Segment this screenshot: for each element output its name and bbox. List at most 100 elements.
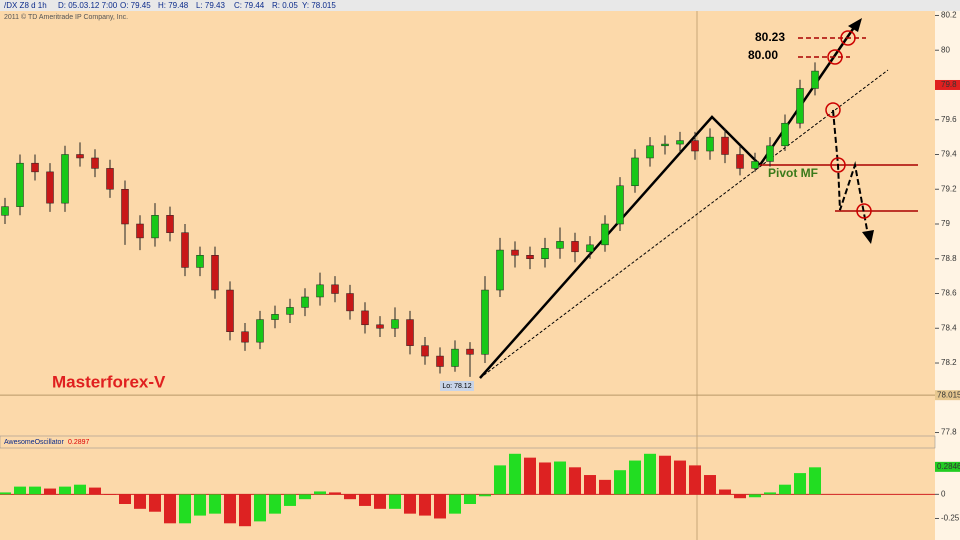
y-tick-label: 77.8: [941, 428, 957, 437]
candle-body: [766, 145, 774, 162]
oscillator-bar: [74, 484, 86, 495]
y-tick-label: 79.6: [941, 115, 957, 124]
indicator-value: 0.2897: [68, 439, 90, 446]
candle-body: [241, 331, 249, 343]
oscillator-bar: [359, 494, 371, 506]
range: R: 0.05: [272, 1, 298, 10]
oscillator-bar: [284, 494, 296, 506]
oscillator-bar: [794, 473, 806, 495]
candle-body: [586, 244, 594, 253]
oscillator-bar: [524, 457, 536, 495]
oscillator-bar: [584, 475, 596, 495]
candle-body: [556, 241, 564, 249]
oscillator-bar: [209, 494, 221, 514]
y-tick-label: 79: [941, 219, 950, 228]
oscillator-bar: [494, 465, 506, 495]
price-marker-box: [935, 79, 960, 90]
oscillator-bar: [314, 491, 326, 495]
candle-body: [616, 185, 624, 225]
oscillator-bar: [89, 487, 101, 495]
oscillator-bar: [59, 486, 71, 495]
candle-body: [631, 157, 639, 187]
candle-body: [646, 145, 654, 159]
oscillator-bar: [479, 494, 491, 497]
candle-body: [496, 249, 504, 291]
candle-body: [781, 122, 789, 147]
candle-body: [421, 345, 429, 357]
y-tick-label: 78.4: [941, 323, 957, 332]
candle-body: [46, 171, 54, 204]
candle-body: [271, 314, 279, 320]
candle-body: [751, 161, 759, 169]
y-tick-label: 78.6: [941, 289, 957, 298]
candle-body: [31, 162, 39, 173]
oscillator-bar: [14, 486, 26, 495]
oscillator-bar: [194, 494, 206, 516]
oscillator-bar: [329, 492, 341, 495]
candle-body: [226, 289, 234, 332]
candle-body: [406, 319, 414, 346]
panel-separator: [0, 435, 936, 449]
candle-body: [691, 140, 699, 152]
pivot-label: Pivot MF: [768, 166, 818, 180]
candle-body: [511, 249, 519, 256]
candle-body: [316, 284, 324, 298]
candle-body: [571, 241, 579, 253]
candle-body: [211, 255, 219, 291]
candle-body: [166, 215, 174, 233]
candle-body: [136, 223, 144, 239]
low: L: 79.43: [196, 1, 225, 10]
header-bar: [0, 0, 960, 11]
open: O: 79.45: [120, 1, 151, 10]
oscillator-bar: [104, 494, 116, 495]
y-tick-label: 0: [941, 489, 946, 498]
oscillator-bar: [659, 455, 671, 495]
candle-body: [451, 348, 459, 367]
oscillator-bar: [44, 488, 56, 495]
candle-body: [481, 289, 489, 355]
oscillator-bar: [644, 453, 656, 495]
oscillator-bar: [269, 494, 281, 514]
y-tick-label: 79.2: [941, 184, 957, 193]
oscillator-bar: [239, 494, 251, 527]
candle-body: [376, 324, 384, 329]
candle-body: [121, 188, 129, 225]
candle-body: [706, 136, 714, 152]
candle-body: [466, 348, 474, 355]
oscillator-bar: [809, 467, 821, 495]
candle-body: [811, 70, 819, 89]
candle-body: [301, 296, 309, 308]
candle-body: [61, 154, 69, 204]
oscillator-bar: [224, 494, 236, 524]
oscillator-bar: [509, 453, 521, 495]
annotation-drawings: [479, 18, 918, 379]
candle-body: [736, 154, 744, 169]
close: C: 79.44: [234, 1, 265, 10]
high: H: 79.48: [158, 1, 189, 10]
y-tick-label: 78.2: [941, 358, 957, 367]
oscillator-bar: [374, 494, 386, 509]
oscillator-bar: [434, 494, 446, 519]
candle-body: [151, 215, 159, 239]
candle-body: [346, 293, 354, 312]
last-price-box: [935, 390, 960, 401]
candle-body: [1, 206, 9, 216]
oscillator-bar: [779, 484, 791, 495]
candle-body: [331, 284, 339, 294]
y-tick-label: -0.25: [941, 514, 960, 523]
oscillator-bar: [614, 470, 626, 495]
y-tick-label: 79.4: [941, 150, 957, 159]
low-label-box: [440, 381, 474, 391]
oscillator-bar: [539, 462, 551, 495]
last-price-label: 78.015: [937, 390, 960, 399]
candle-body: [391, 319, 399, 329]
oscillator-bar: [134, 494, 146, 509]
candle-body: [796, 88, 804, 124]
oscillator-bar: [719, 489, 731, 495]
candle-body: [196, 255, 204, 268]
y-tick-label: 80: [941, 45, 950, 54]
candle-body: [256, 319, 264, 343]
oscillator-bar: [764, 492, 776, 495]
candle-body: [661, 143, 669, 147]
